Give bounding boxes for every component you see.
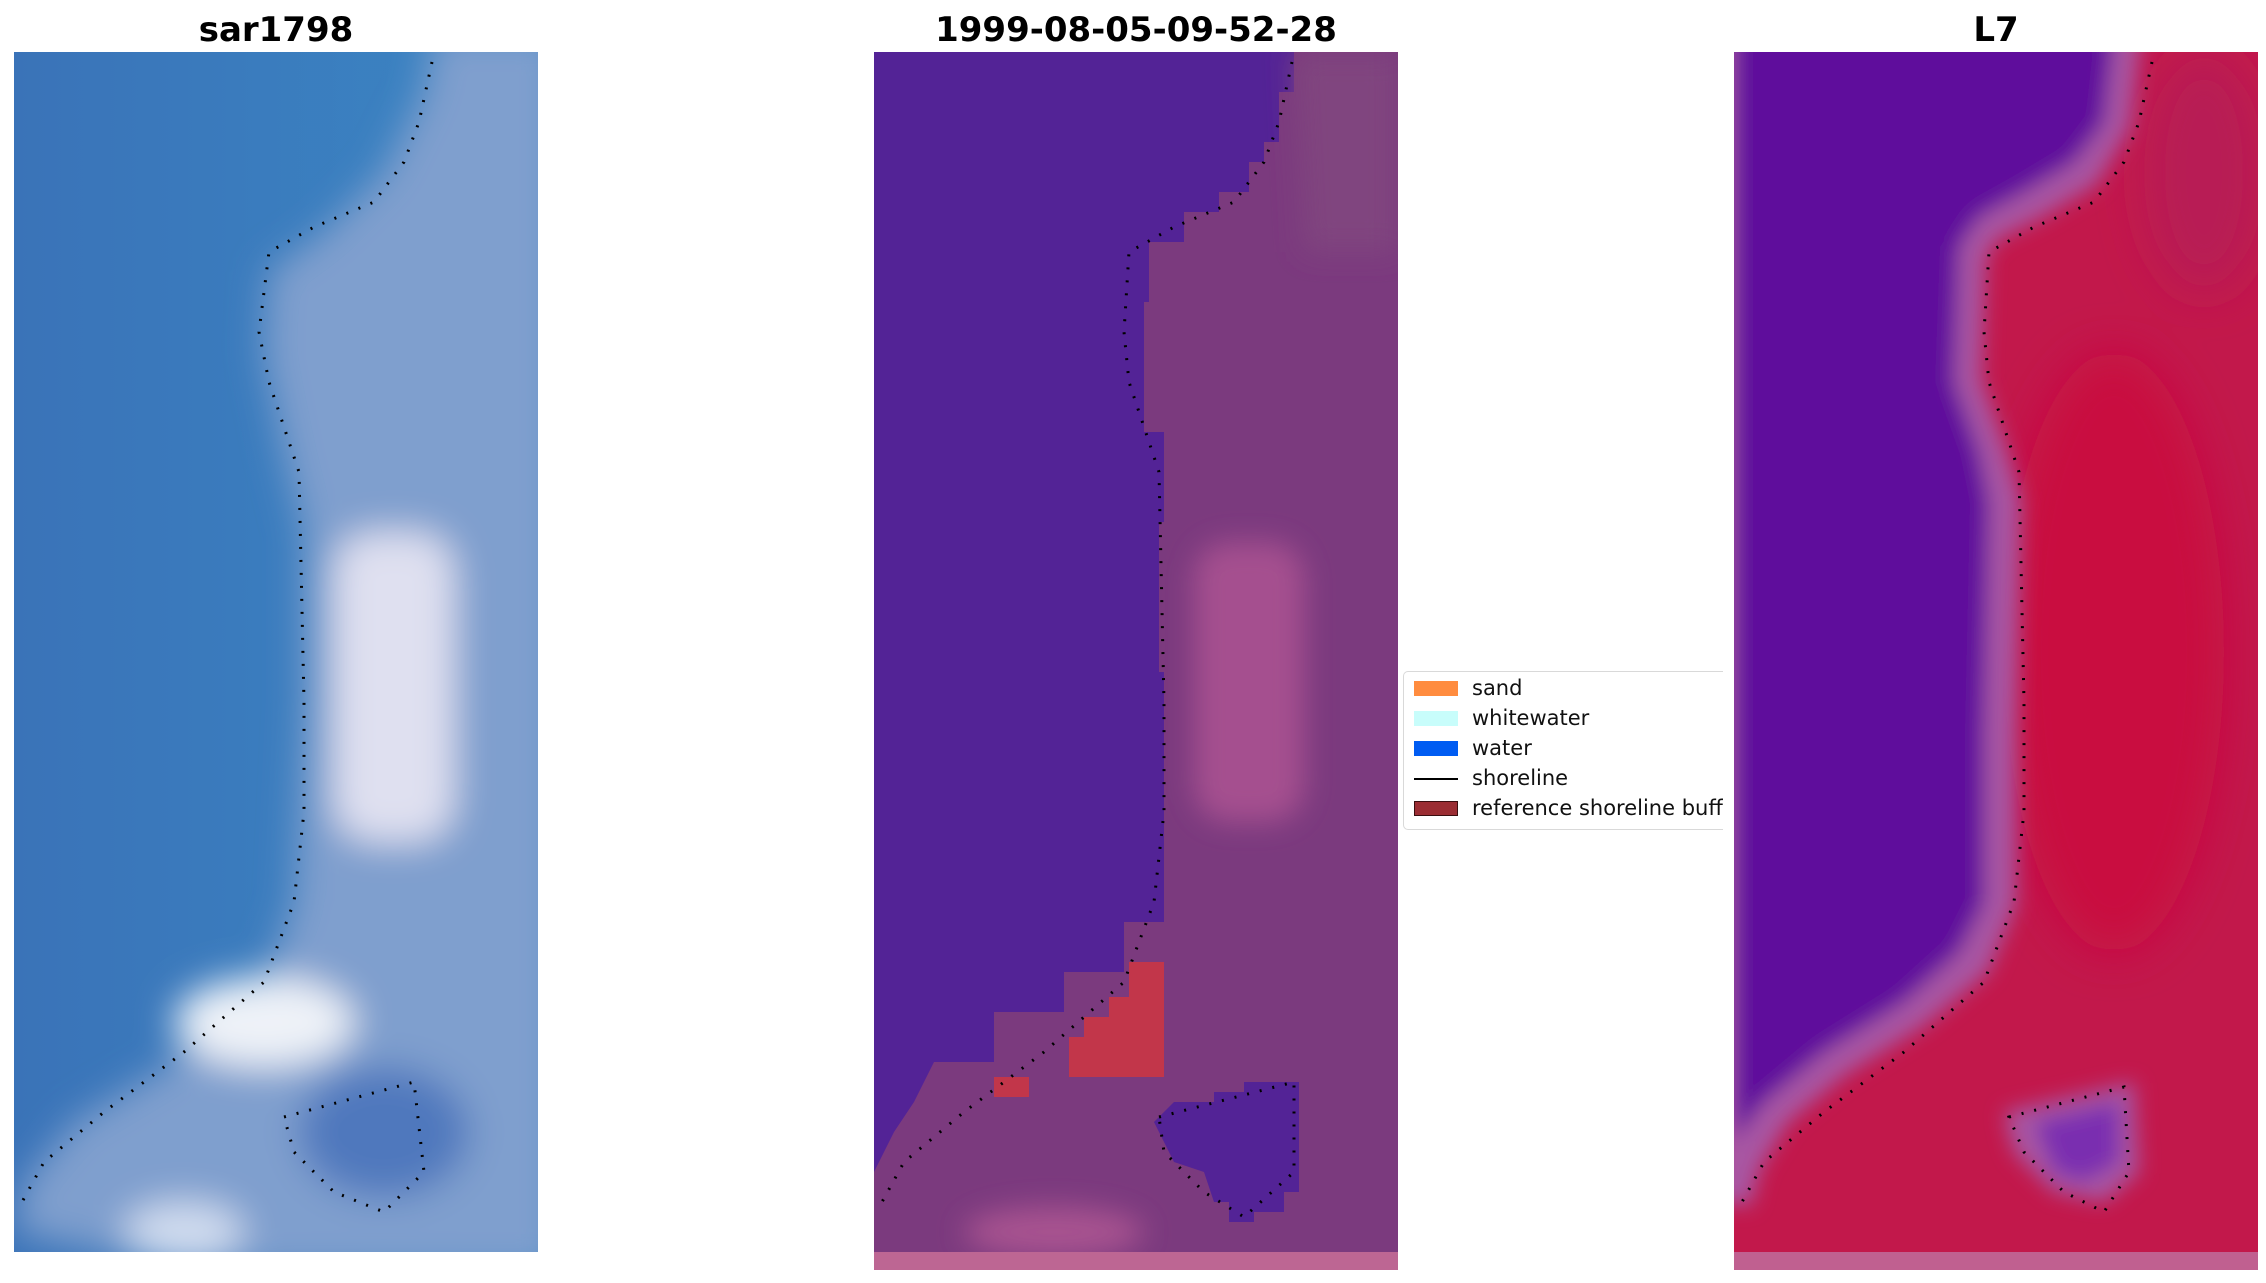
classified-bright-patch — [1194, 542, 1304, 822]
legend-swatch-whitewater — [1414, 711, 1458, 726]
legend-item-whitewater: whitewater — [1404, 702, 1723, 732]
legend-swatch-reference-buffer — [1414, 801, 1458, 816]
legend-item-shoreline: shoreline — [1404, 762, 1723, 792]
classified-water — [874, 52, 1294, 1172]
rgb-land-area — [14, 52, 538, 1252]
legend-line-shoreline — [1414, 778, 1458, 780]
legend-item-reference-buffer: reference shoreline buffer — [1404, 792, 1723, 822]
legend-item-sand: sand — [1404, 672, 1723, 702]
classified-bottom-strip — [874, 1252, 1398, 1270]
panel-title-classified: 1999-08-05-09-52-28 — [935, 10, 1337, 50]
rgb-bright-sand-patch — [334, 532, 454, 842]
index-bottom-strip — [1734, 1252, 2258, 1270]
legend-label: shoreline — [1472, 766, 1569, 790]
rgb-lagoon — [299, 1067, 469, 1197]
legend-swatch-water — [1414, 741, 1458, 756]
classified-image-panel — [874, 52, 1398, 1270]
classified-lagoon — [1154, 1082, 1299, 1222]
legend-label: whitewater — [1472, 706, 1590, 730]
panel-title-rgb: sar1798 — [198, 10, 354, 50]
panel-title-index: L7 — [1973, 10, 2019, 50]
legend: sand whitewater water shoreline referenc… — [1403, 671, 1723, 830]
index-image-panel — [1734, 52, 2258, 1270]
legend-swatch-sand — [1414, 681, 1458, 696]
classified-shoreline-dots — [880, 61, 1294, 1203]
rgb-image-panel — [14, 52, 538, 1252]
legend-label: sand — [1472, 676, 1523, 700]
legend-label: reference shoreline buffer — [1472, 796, 1723, 820]
classified-sand-pixels — [994, 962, 1164, 1097]
rgb-bottom-bright — [124, 1202, 244, 1252]
legend-label: water — [1472, 736, 1532, 760]
index-lagoon-shoreline-dots — [2006, 1085, 2131, 1214]
legend-item-water: water — [1404, 732, 1723, 762]
rgb-whitewater-patch — [174, 977, 354, 1067]
index-shoreline-dots — [1740, 61, 2154, 1203]
